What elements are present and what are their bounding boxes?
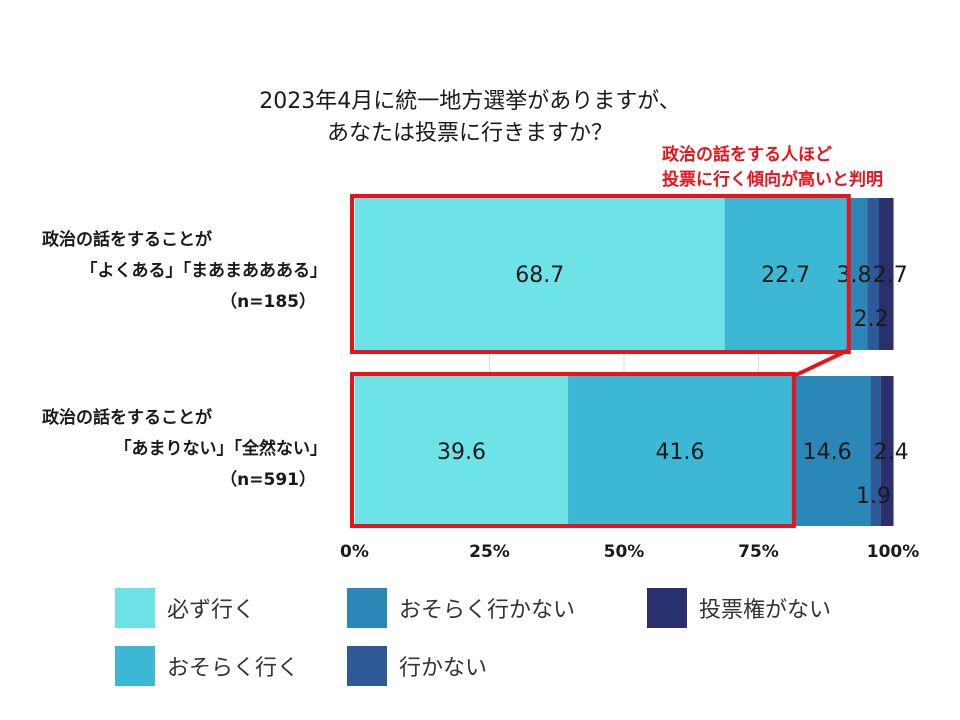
bar-segment: [724, 198, 847, 350]
highlight-annotation-line: 政治の話をする人ほど: [662, 144, 832, 165]
data-label: 41.6: [655, 440, 704, 465]
bar-segment: [355, 376, 569, 526]
legend-swatch: [115, 588, 155, 628]
legend-label: 必ず行く: [167, 598, 255, 623]
legend-label: おそらく行く: [167, 656, 299, 681]
legend-label: 行かない: [399, 656, 487, 681]
category-label-line: （n=591）: [220, 469, 316, 490]
bar-segment: [846, 198, 868, 350]
highlight-connector: [792, 348, 850, 378]
highlight-box-bottom: [350, 372, 796, 528]
bar-segment: [355, 198, 725, 350]
highlight-annotation-line: 投票に行く傾向が高いと判明: [662, 169, 883, 190]
legend-swatch: [115, 646, 155, 686]
data-label: 1.9: [856, 484, 891, 509]
x-tick-label: 0%: [340, 542, 369, 562]
x-tick-label: 75%: [738, 542, 779, 562]
legend-swatch: [347, 588, 387, 628]
data-label: 2.7: [873, 263, 908, 288]
category-label-line: （n=185）: [220, 291, 316, 312]
highlight-box-top: [350, 194, 851, 354]
chart-title-line: あなたは投票に行きますか？: [327, 121, 613, 146]
data-label: 3.8: [836, 263, 871, 288]
data-label: 22.7: [761, 263, 810, 288]
bar-segment: [568, 376, 792, 526]
x-tick-label: 25%: [469, 542, 510, 562]
legend-label: 投票権がない: [699, 598, 831, 623]
category-label-line: 「あまりない」「全然ない」: [115, 438, 328, 459]
bar-segment: [870, 376, 881, 526]
bar-segment: [867, 198, 880, 350]
data-label: 14.6: [803, 440, 852, 465]
data-label: 2.2: [854, 307, 889, 332]
category-label-line: 政治の話をすることが: [42, 407, 212, 428]
data-label: 2.4: [874, 440, 909, 465]
x-tick-label: 100%: [867, 542, 920, 562]
bar-segment: [880, 376, 894, 526]
bar-segment: [879, 198, 894, 350]
data-label: 39.6: [437, 440, 486, 465]
legend-swatch: [347, 646, 387, 686]
data-label: 68.7: [515, 263, 564, 288]
category-label-line: 「よくある」「まあまああある」: [81, 260, 328, 281]
legend-label: おそらく行かない: [399, 598, 575, 623]
category-label-line: 政治の話をすることが: [42, 229, 212, 250]
chart-title-line: 2023年4月に統一地方選挙がありますが、: [259, 89, 681, 114]
bar-segment: [791, 376, 871, 526]
x-tick-label: 50%: [604, 542, 645, 562]
legend-swatch: [647, 588, 687, 628]
